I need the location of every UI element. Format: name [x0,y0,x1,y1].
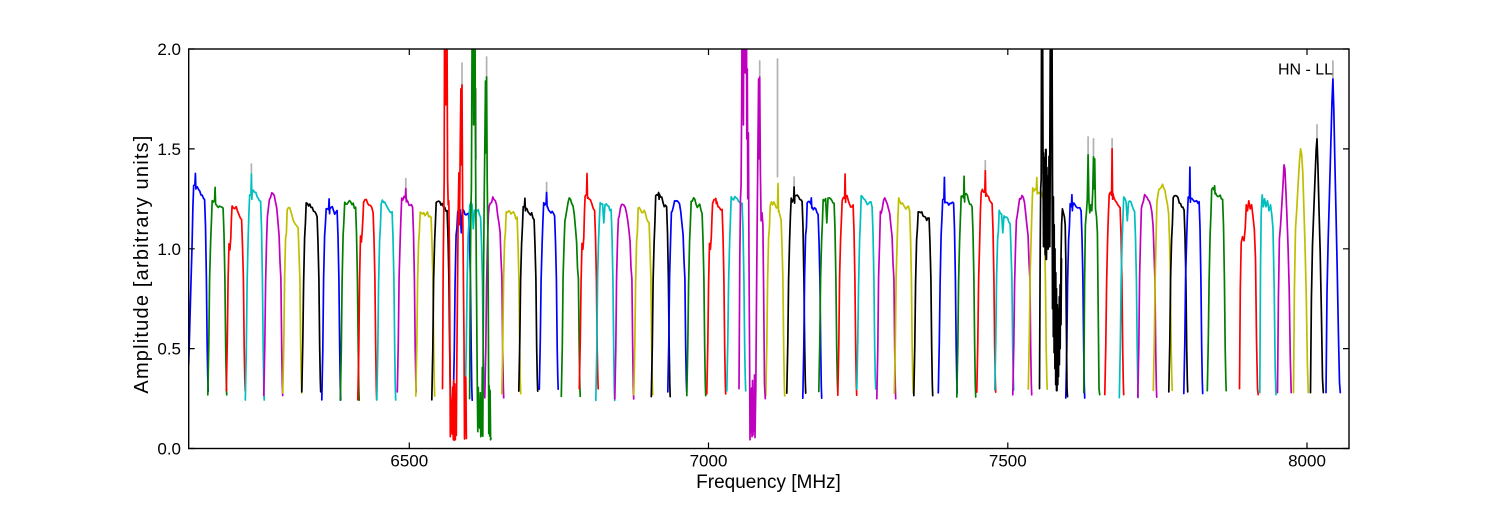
svg-text:0.0: 0.0 [157,440,181,459]
svg-text:8000: 8000 [1288,452,1326,471]
svg-text:1.0: 1.0 [157,240,181,259]
svg-text:7500: 7500 [989,452,1027,471]
svg-text:HN - LL: HN - LL [1278,62,1333,79]
svg-text:Amplitude [arbitrary units]: Amplitude [arbitrary units] [131,134,153,393]
svg-text:2.0: 2.0 [157,40,181,59]
svg-text:6500: 6500 [390,452,428,471]
svg-text:7000: 7000 [690,452,728,471]
svg-text:Frequency [MHz]: Frequency [MHz] [696,472,841,493]
svg-text:1.5: 1.5 [157,140,181,159]
svg-text:0.5: 0.5 [157,340,181,359]
